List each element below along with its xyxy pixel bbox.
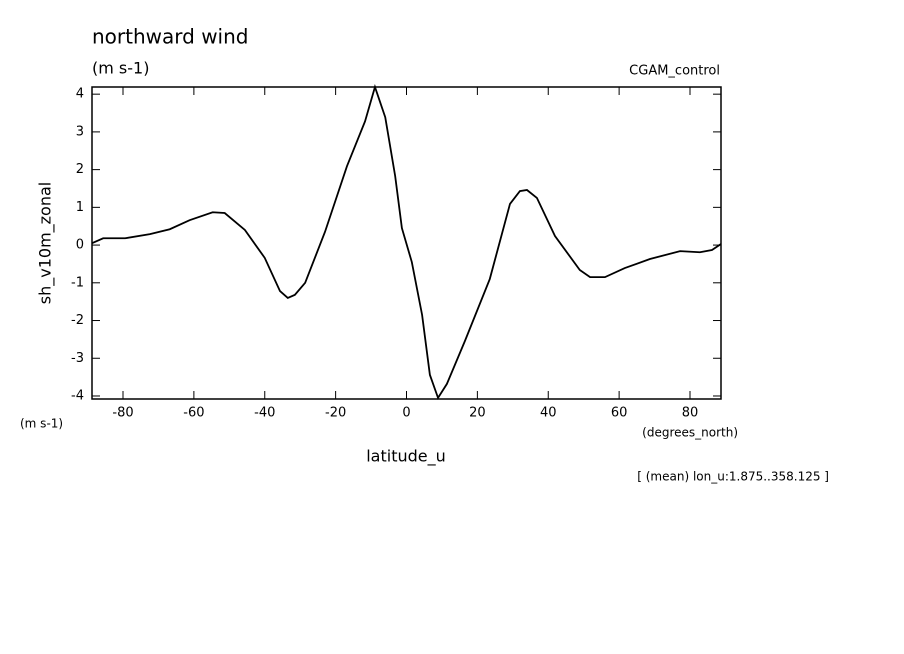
y-tick-label: 1	[76, 200, 84, 215]
x-tick-label: 0	[402, 406, 410, 421]
note: [ (mean) lon_u:1.875..358.125 ]	[637, 470, 829, 484]
y-tick-label: -2	[71, 313, 84, 328]
dataset-label: CGAM_control	[629, 64, 720, 79]
y-axis-label: sh_v10m_zonal	[36, 182, 56, 304]
x-tick-label: 40	[540, 406, 557, 421]
x-unit-label: (degrees_north)	[642, 426, 738, 440]
y-tick-label: -1	[71, 275, 84, 290]
x-tick-label: 80	[682, 406, 699, 421]
x-tick-label: -60	[183, 406, 204, 421]
y-tick-label: 0	[76, 238, 84, 253]
x-tick-label: 60	[611, 406, 628, 421]
data-line	[91, 84, 722, 400]
y-tick-label: -4	[71, 388, 84, 403]
x-axis-label: latitude_u	[366, 447, 446, 467]
y-tick-label: 3	[76, 124, 84, 139]
chart-subtitle: (m s-1)	[92, 59, 149, 78]
y-unit-label: (m s-1)	[20, 417, 63, 431]
y-tick-label: 2	[76, 162, 84, 177]
x-tick-label: 20	[469, 406, 486, 421]
chart-title: northward wind	[92, 25, 248, 49]
x-tick-label: -20	[325, 406, 346, 421]
y-tick-label: -3	[71, 351, 84, 366]
y-tick-label: 4	[76, 87, 84, 102]
x-tick-label: -80	[112, 406, 133, 421]
x-tick-label: -40	[254, 406, 275, 421]
